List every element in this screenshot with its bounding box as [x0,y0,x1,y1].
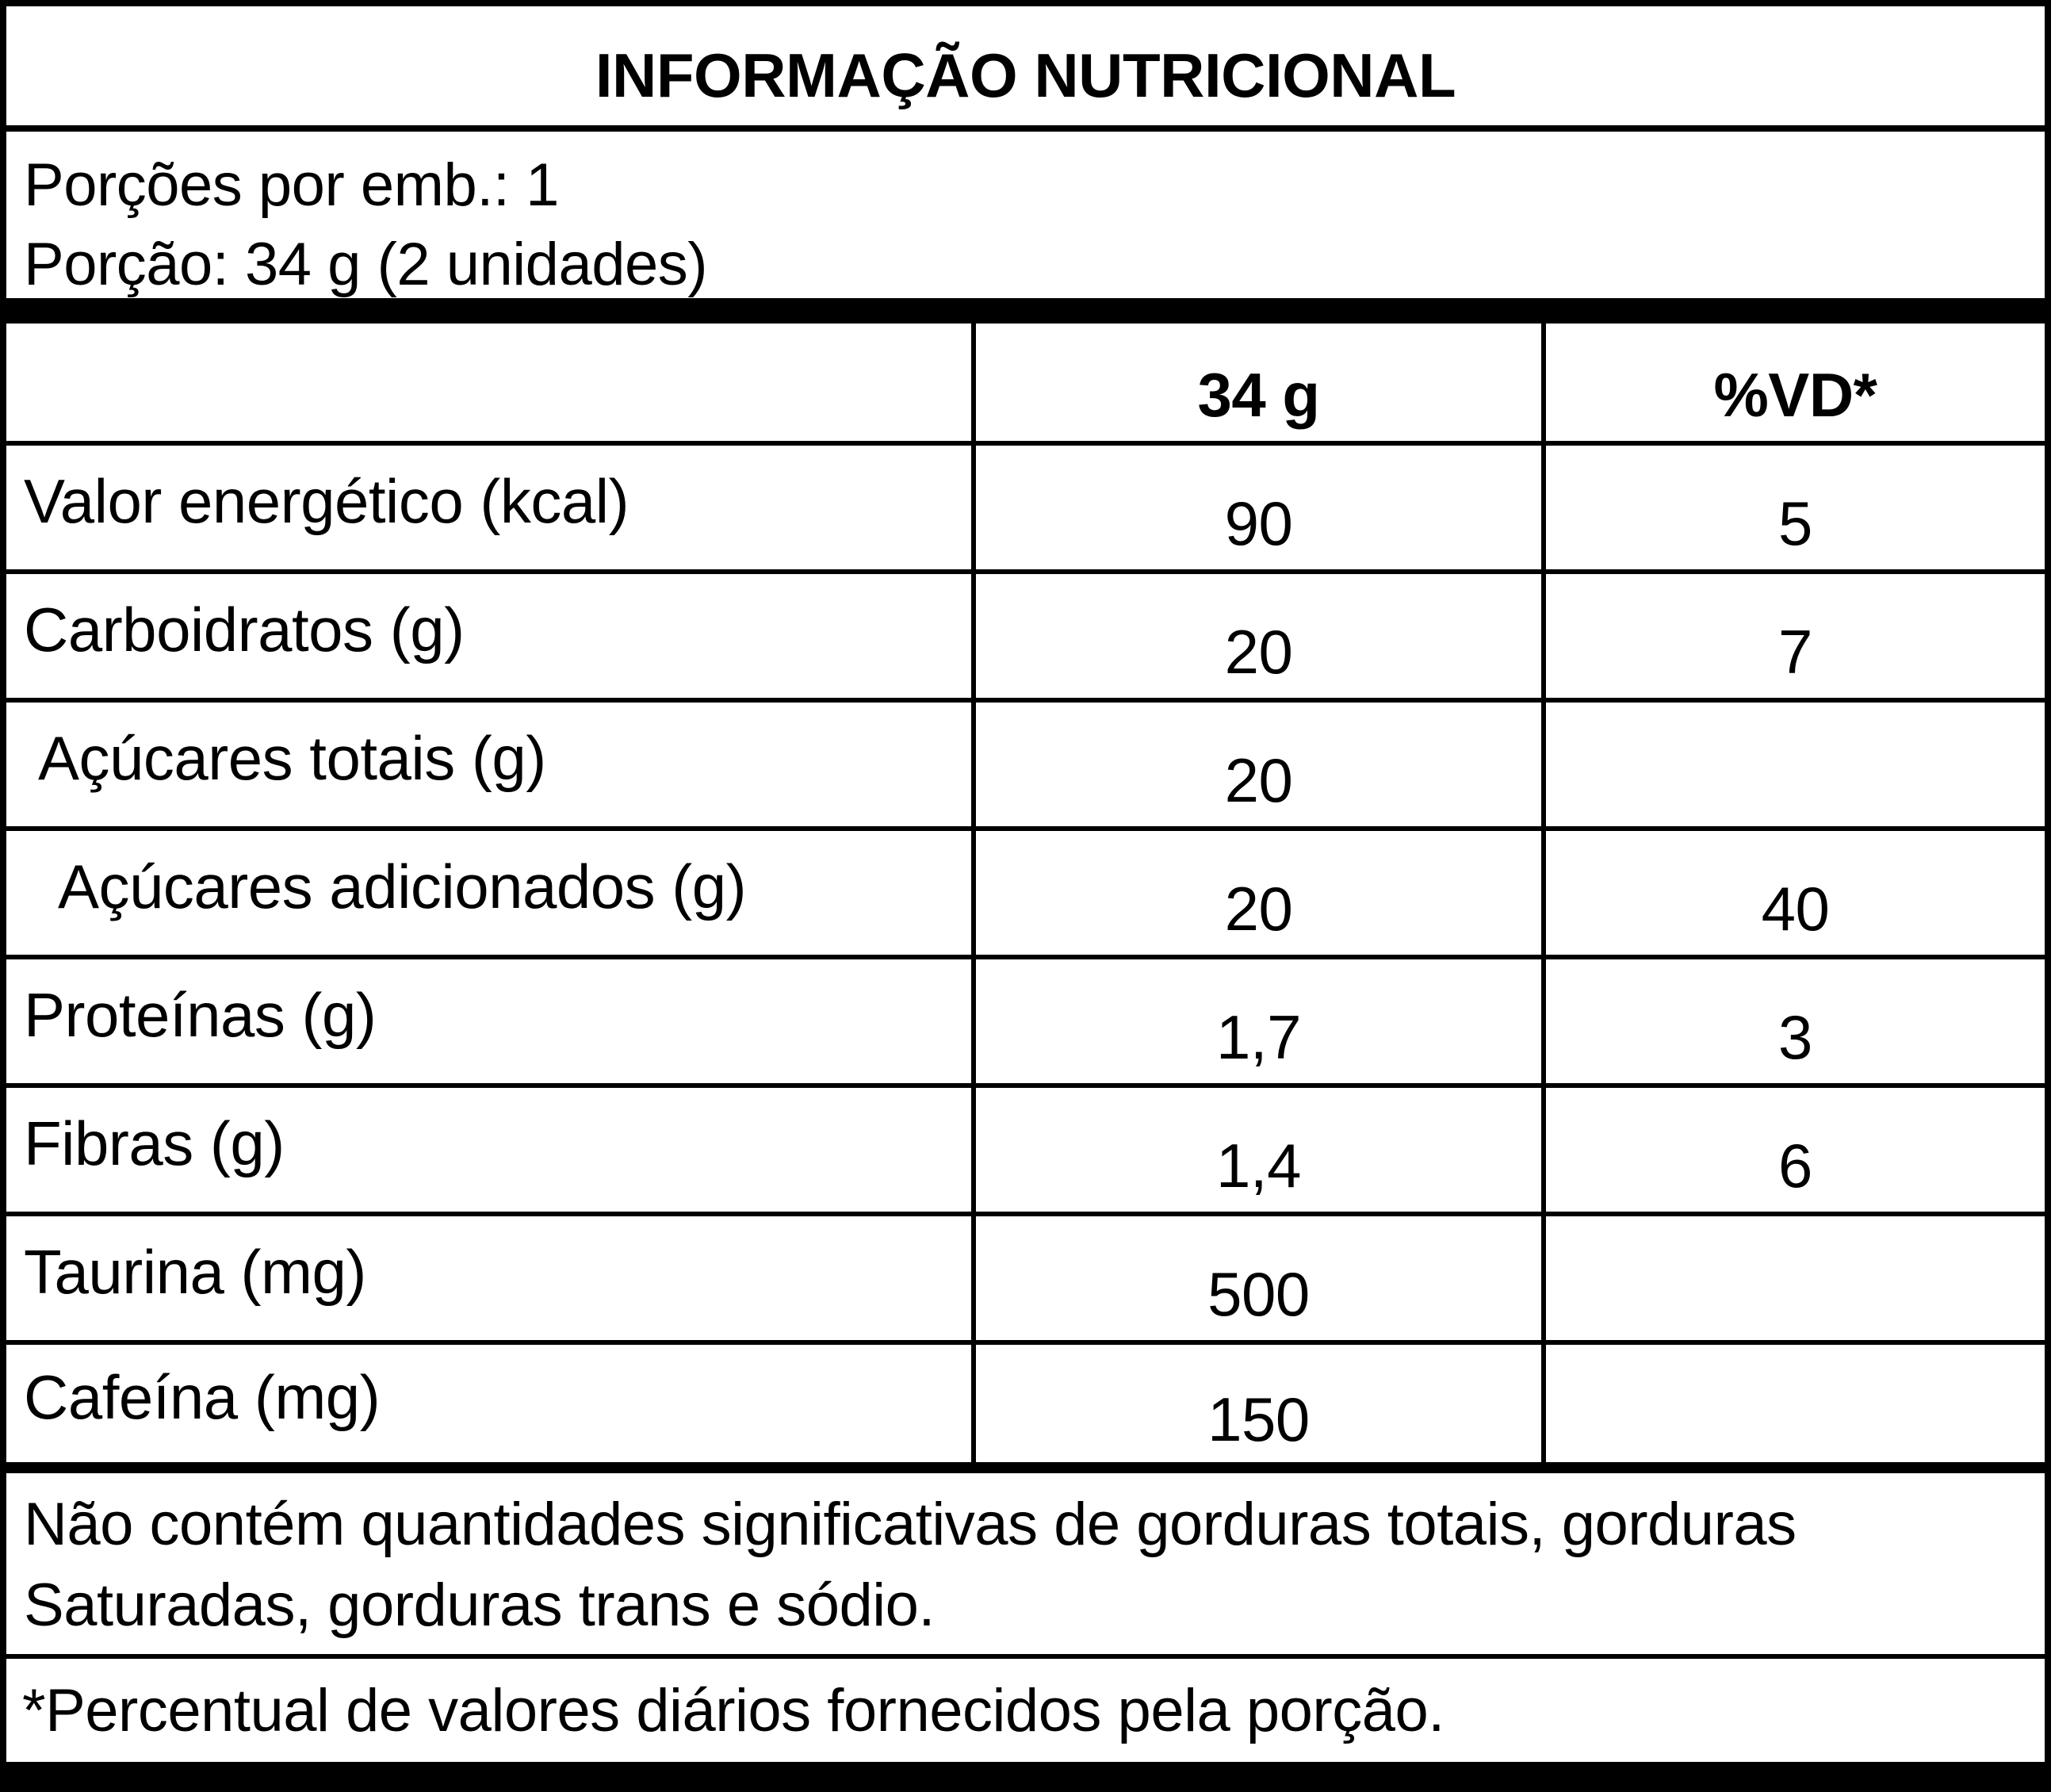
table-header-row: 34 g %VD* [6,324,2045,446]
row-dv: 7 [1778,616,1812,687]
row-amount: 150 [1207,1384,1310,1454]
row-label-cell: Açúcares totais (g) [6,703,976,826]
note-line: Saturadas, gorduras trans e sódio. [24,1572,936,1639]
row-label: Proteínas (g) [24,979,377,1050]
row-label-cell: Valor energético (kcal) [6,446,976,569]
table-row-energy: Valor energético (kcal) 90 5 [6,446,2045,574]
row-dv-cell: 5 [1546,446,2045,569]
row-dv-cell: 40 [1546,831,2045,955]
row-label: Cafeína (mg) [24,1361,381,1432]
row-dv: 3 [1778,1001,1812,1072]
row-amount-cell: 20 [976,831,1546,955]
table-row-carbs: Carboidratos (g) 20 7 [6,574,2045,703]
row-label: Fibras (g) [24,1108,285,1178]
row-dv-cell [1546,1216,2045,1340]
row-label-cell: Fibras (g) [6,1088,976,1212]
row-amount: 500 [1207,1258,1310,1329]
row-amount-cell: 1,4 [976,1088,1546,1212]
servings-per-package: Porções por emb.: 1 [24,151,559,219]
row-amount: 90 [1224,488,1293,558]
row-amount-cell: 20 [976,703,1546,826]
table-row-total-sugars: Açúcares totais (g) 20 [6,703,2045,831]
header-empty-cell [6,324,976,441]
row-amount-cell: 150 [976,1345,1546,1462]
row-label-cell: Cafeína (mg) [6,1345,976,1462]
header-amount-cell: 34 g [976,324,1546,441]
row-dv-cell: 3 [1546,959,2045,1083]
row-label: Valor energético (kcal) [24,465,629,536]
row-amount: 1,4 [1216,1130,1301,1200]
header-dv-cell: %VD* [1546,324,2045,441]
row-label-cell: Proteínas (g) [6,959,976,1083]
table-row-added-sugars: Açúcares adicionados (g) 20 40 [6,831,2045,959]
row-label: Açúcares adicionados (g) [58,851,747,921]
thick-separator [6,298,2045,324]
row-amount: 20 [1224,873,1293,944]
page-title: INFORMAÇÃO NUTRICIONAL [595,40,1456,110]
nutrition-table: 34 g %VD* Valor energético (kcal) 90 5 C… [6,324,2045,1473]
title-row: INFORMAÇÃO NUTRICIONAL [6,6,2045,132]
table-row-taurine: Taurina (mg) 500 [6,1216,2045,1345]
row-amount-cell: 500 [976,1216,1546,1340]
row-dv-cell: 6 [1546,1088,2045,1212]
daily-value-note: *Percentual de valores diários fornecido… [6,1659,2045,1762]
table-row-fiber: Fibras (g) 1,4 6 [6,1088,2045,1216]
row-dv-cell [1546,1345,2045,1462]
amount-column-header: 34 g [1197,359,1320,430]
daily-value-note-text: *Percentual de valores diários fornecido… [22,1676,1445,1744]
row-amount-cell: 1,7 [976,959,1546,1083]
row-label: Carboidratos (g) [24,594,465,664]
row-label-cell: Carboidratos (g) [6,574,976,698]
row-label-cell: Açúcares adicionados (g) [6,831,976,955]
table-row-protein: Proteínas (g) 1,7 3 [6,959,2045,1088]
row-label: Taurina (mg) [24,1236,366,1307]
row-dv: 6 [1778,1130,1812,1200]
serving-info: Porções por emb.: 1 Porção: 34 g (2 unid… [6,132,2045,298]
no-significant-amounts-note: Não contém quantidades significativas de… [6,1473,2045,1659]
row-label-cell: Taurina (mg) [6,1216,976,1340]
row-amount-cell: 20 [976,574,1546,698]
row-dv: 40 [1761,873,1830,944]
row-dv: 5 [1778,488,1812,558]
row-dv-cell [1546,703,2045,826]
dv-column-header: %VD* [1713,359,1877,430]
row-amount: 20 [1224,616,1293,687]
table-row-caffeine: Cafeína (mg) 150 [6,1345,2045,1473]
row-label: Açúcares totais (g) [38,722,546,793]
row-dv-cell: 7 [1546,574,2045,698]
row-amount: 20 [1224,745,1293,815]
serving-size: Porção: 34 g (2 unidades) [24,231,708,298]
note-line: Não contém quantidades significativas de… [24,1491,1797,1558]
row-amount: 1,7 [1216,1001,1301,1072]
row-amount-cell: 90 [976,446,1546,569]
